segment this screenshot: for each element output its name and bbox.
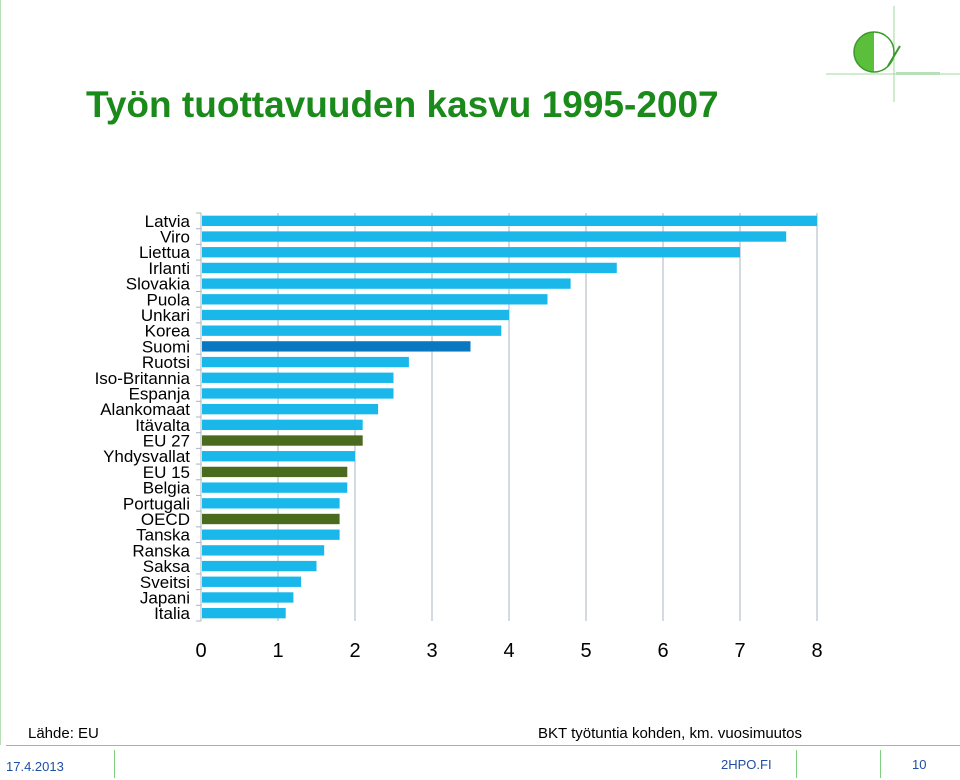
bar-eu-27 bbox=[202, 435, 363, 446]
x-tick-labels: 0 1 2 3 4 5 6 7 8 bbox=[195, 640, 822, 662]
bar-alankomaat bbox=[202, 403, 379, 415]
bar-eu-15 bbox=[202, 466, 348, 478]
company-logo bbox=[826, 6, 960, 102]
category-label: Sveitsi bbox=[140, 573, 190, 592]
category-label: Saksa bbox=[143, 557, 191, 576]
bar-espanja bbox=[202, 388, 394, 399]
footer-divider-1 bbox=[114, 750, 115, 778]
bar-ranska bbox=[202, 545, 325, 556]
bar-japani bbox=[202, 592, 294, 603]
category-label: Yhdysvallat bbox=[103, 447, 190, 466]
bar-iso-britannia bbox=[202, 372, 394, 383]
x-tick-label: 6 bbox=[657, 640, 668, 662]
category-label: Belgia bbox=[143, 479, 191, 498]
category-label: Latvia bbox=[145, 212, 191, 231]
category-label: Ruotsi bbox=[142, 353, 190, 372]
footer-rule bbox=[6, 745, 960, 746]
page-title: Työn tuottavuuden kasvu 1995-2007 bbox=[86, 84, 719, 125]
category-label: Irlanti bbox=[148, 259, 190, 278]
bar-unkari bbox=[202, 309, 509, 321]
grid-layer bbox=[196, 212, 818, 622]
bar-suomi bbox=[202, 341, 471, 352]
x-tick-label: 2 bbox=[349, 640, 360, 662]
bar-it-valta bbox=[202, 419, 363, 431]
x-tick-label: 3 bbox=[426, 640, 437, 662]
bar-latvia bbox=[202, 215, 817, 227]
bars-layer bbox=[202, 215, 817, 619]
category-label: Espanja bbox=[129, 384, 191, 403]
category-label: Ranska bbox=[132, 541, 190, 560]
bar-oecd bbox=[202, 513, 340, 525]
category-label: Liettua bbox=[139, 243, 191, 262]
bar-saksa bbox=[202, 560, 317, 572]
bar-slovakia bbox=[202, 278, 571, 289]
category-label: Tanska bbox=[136, 526, 190, 545]
bar-korea bbox=[202, 325, 502, 336]
bar-belgia bbox=[202, 482, 348, 493]
bar-puola bbox=[202, 294, 548, 305]
bar-tanska bbox=[202, 529, 340, 540]
bar-portugali bbox=[202, 498, 340, 509]
footer-divider-3 bbox=[880, 750, 881, 778]
page-number: 10 bbox=[912, 757, 927, 772]
x-tick-label: 5 bbox=[580, 640, 591, 662]
category-label: OECD bbox=[141, 510, 190, 529]
bar-sveitsi bbox=[202, 576, 302, 587]
category-labels: LatviaViroLiettuaIrlantiSlovakiaPuolaUnk… bbox=[95, 212, 191, 623]
category-label: Unkari bbox=[141, 306, 190, 325]
category-label: EU 15 bbox=[143, 463, 190, 482]
x-tick-label: 4 bbox=[503, 640, 514, 662]
category-label: Korea bbox=[145, 322, 191, 341]
category-label: Viro bbox=[160, 228, 190, 247]
category-label: EU 27 bbox=[143, 432, 190, 451]
footer-site: 2HPO.FI bbox=[721, 757, 772, 772]
source-note: Lähde: EU bbox=[28, 725, 99, 742]
bar-liettua bbox=[202, 247, 740, 258]
category-label: Italia bbox=[154, 604, 190, 623]
x-tick-label: 7 bbox=[734, 640, 745, 662]
x-tick-label: 0 bbox=[195, 640, 206, 662]
footer-date: 17.4.2013 bbox=[6, 759, 64, 774]
bar-irlanti bbox=[202, 262, 617, 274]
category-label: Portugali bbox=[123, 494, 190, 513]
left-border-rule bbox=[0, 0, 1, 745]
x-tick-label: 8 bbox=[811, 640, 822, 662]
category-label: Itävalta bbox=[135, 416, 190, 435]
bar-viro bbox=[202, 231, 787, 242]
bar-ruotsi bbox=[202, 356, 409, 368]
category-label: Slovakia bbox=[126, 275, 191, 294]
category-label: Puola bbox=[147, 290, 191, 309]
bar-italia bbox=[202, 607, 286, 619]
x-tick-label: 1 bbox=[272, 640, 283, 662]
category-label: Suomi bbox=[142, 337, 190, 356]
bar-chart: LatviaViroLiettuaIrlantiSlovakiaPuolaUnk… bbox=[95, 212, 823, 662]
category-label: Japani bbox=[140, 588, 190, 607]
category-label: Alankomaat bbox=[100, 400, 190, 419]
footer-divider-2 bbox=[796, 750, 797, 778]
unit-note: BKT työtuntia kohden, km. vuosimuutos bbox=[538, 725, 803, 742]
bar-yhdysvallat bbox=[202, 451, 355, 462]
category-label: Iso-Britannia bbox=[95, 369, 191, 388]
